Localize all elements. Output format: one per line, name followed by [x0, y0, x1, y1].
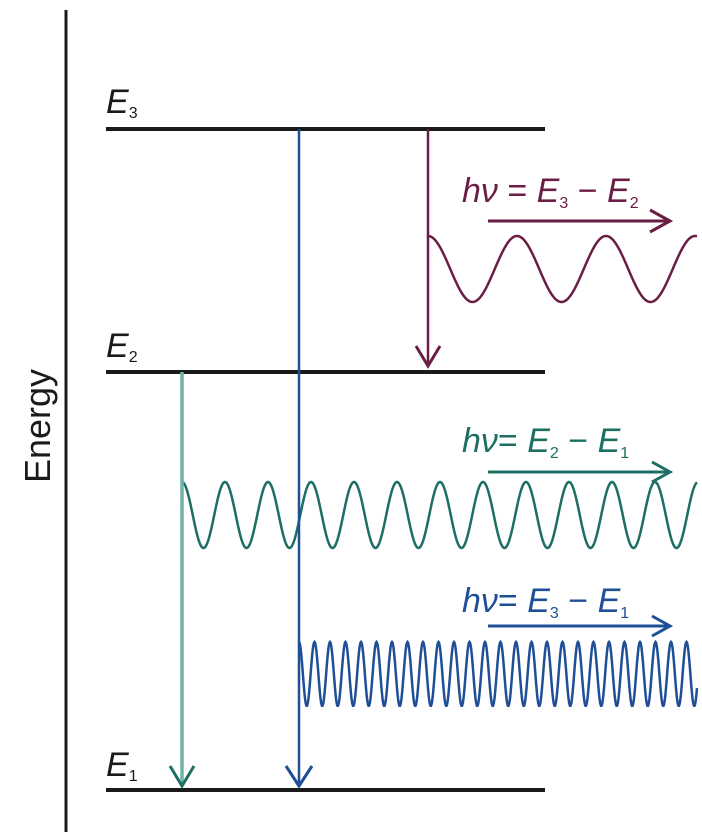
- photon-equation-e3-e2: hν = E3 − E2: [462, 172, 639, 212]
- axis-title: Energy: [17, 369, 58, 483]
- level-label-e1: E1: [106, 746, 138, 785]
- photon-wave-e2-e1: [182, 482, 697, 548]
- photon-wave-e3-e1: [299, 642, 697, 706]
- level-label-e3: E3: [106, 83, 138, 122]
- photon-equation-e3-e1: hν= E3 − E1: [462, 582, 629, 622]
- level-label-e2: E2: [106, 327, 138, 366]
- photon-wave-e3-e2: [428, 236, 697, 302]
- photon-equation-e2-e1: hν= E2 − E1: [462, 422, 629, 462]
